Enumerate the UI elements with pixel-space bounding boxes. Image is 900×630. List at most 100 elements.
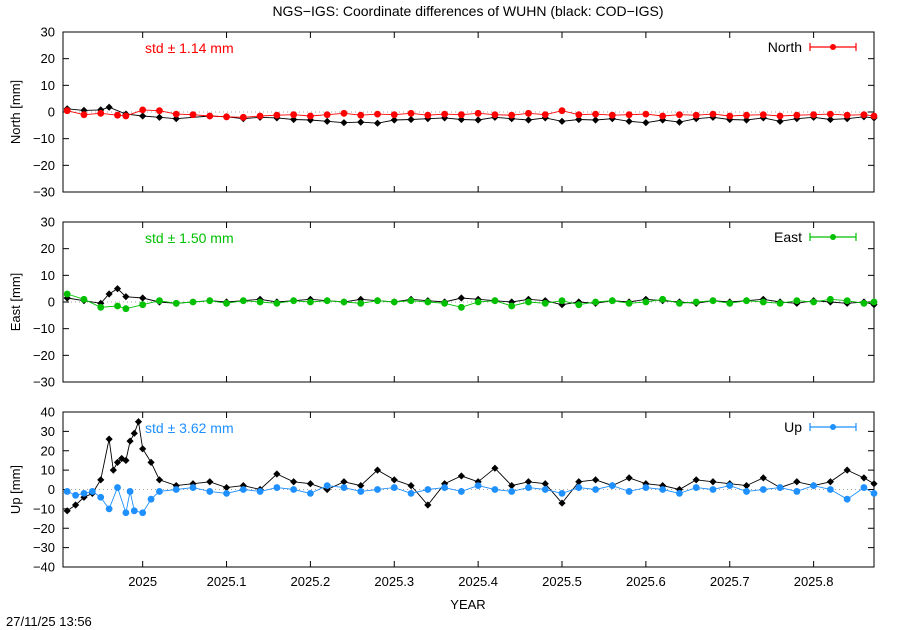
up-series-point: [122, 509, 130, 517]
up-reference-point: [122, 456, 130, 465]
east-series-point: [759, 298, 767, 306]
east-series-point: [843, 297, 851, 305]
up-series-point: [692, 484, 700, 491]
north-series-point: [374, 110, 381, 118]
up-series-point: [474, 482, 482, 490]
up-reference-point: [843, 466, 851, 474]
up-series-point: [759, 486, 767, 493]
north-legend-marker: [830, 44, 836, 50]
up-reference-point: [860, 474, 868, 482]
east-series-point: [870, 298, 878, 306]
north-reference-point: [407, 115, 415, 124]
up-reference-point: [692, 476, 700, 484]
north-series-point: [793, 111, 801, 119]
north-series-point: [625, 111, 633, 119]
east-series-point: [642, 298, 650, 306]
north-series-point: [709, 110, 717, 118]
north-series-point: [273, 111, 281, 119]
up-reference-point: [870, 480, 878, 488]
up-reference-point: [524, 478, 533, 486]
east-plot-frame: [62, 221, 875, 383]
up-series-point: [508, 488, 516, 495]
north-series-point: [441, 110, 448, 118]
north-series-point: [676, 111, 683, 119]
up-reference-point: [97, 476, 105, 484]
up-y-tick-label: −30: [33, 540, 55, 555]
east-series-point: [575, 301, 583, 309]
up-series-point: [172, 486, 180, 493]
north-reference-point: [776, 117, 784, 125]
up-series-point: [114, 484, 121, 491]
up-series-point: [424, 486, 432, 493]
up-y-tick-label: 30: [41, 424, 55, 439]
up-series-point: [156, 488, 163, 495]
east-series-point: [457, 303, 465, 311]
up-reference-point: [105, 435, 113, 443]
north-legend-label: North: [768, 39, 802, 55]
up-series-point: [407, 489, 415, 497]
north-y-tick-label: 30: [41, 25, 55, 40]
north-series-point: [541, 111, 549, 119]
north-series-point: [172, 110, 180, 118]
east-legend-marker: [830, 234, 836, 240]
east-series-point: [323, 297, 331, 305]
x-tick-label: 2025.7: [710, 574, 750, 589]
north-y-tick-label: 10: [41, 78, 55, 93]
north-series-point: [290, 111, 298, 119]
north-series-point: [122, 112, 130, 120]
north-y-tick-label: 20: [41, 51, 55, 66]
east-series-point: [860, 299, 868, 307]
north-series-point: [223, 113, 230, 121]
east-reference-point: [113, 285, 122, 293]
up-reference-point: [541, 480, 549, 488]
up-y-tick-label: −10: [33, 501, 55, 516]
x-tick-label: 2025.5: [542, 574, 582, 589]
east-reference-point: [139, 294, 147, 302]
up-series-point: [80, 489, 88, 497]
north-reference-point: [105, 103, 113, 111]
up-series-point: [390, 484, 398, 491]
up-series-point: [374, 486, 381, 493]
up-reference-point: [558, 499, 566, 507]
north-series-line: [67, 109, 875, 118]
up-series-point: [826, 486, 834, 493]
east-series-point: [592, 298, 599, 306]
north-series-point: [390, 111, 398, 119]
east-series-point: [189, 298, 197, 306]
north-y-tick-label: −10: [33, 131, 55, 146]
east-series-point: [357, 299, 365, 307]
north-reference-point: [290, 115, 298, 124]
up-series-point: [63, 488, 71, 495]
east-legend-label: East: [774, 229, 802, 245]
east-series-point: [525, 298, 532, 306]
east-reference-point: [122, 293, 130, 301]
x-tick-label: 2025.4: [458, 574, 498, 589]
up-series-point: [608, 482, 616, 490]
up-series-point: [525, 484, 532, 491]
up-reference-point: [373, 466, 382, 474]
east-y-axis-label: East [mm]: [8, 273, 23, 332]
up-series-point: [642, 484, 650, 491]
east-series-point: [709, 297, 717, 305]
up-y-axis-label: Up [mm]: [8, 465, 23, 514]
up-series-point: [126, 488, 134, 495]
north-series-point: [474, 109, 482, 117]
up-reference-point: [340, 478, 348, 486]
north-reference-point: [373, 119, 382, 127]
east-series-point: [340, 298, 348, 306]
up-reference-point: [139, 445, 147, 453]
up-series-point: [726, 482, 734, 490]
north-series-point: [843, 111, 851, 119]
north-reference-point: [390, 116, 398, 124]
up-series-point: [206, 488, 214, 495]
north-reference-point: [357, 118, 365, 126]
north-series-point: [97, 109, 105, 117]
east-series-point: [793, 297, 801, 305]
up-reference-point: [424, 501, 432, 509]
up-reference-point: [273, 470, 281, 478]
east-series-point: [558, 297, 566, 305]
up-series-point: [256, 488, 264, 495]
east-y-tick-label: 10: [41, 268, 55, 283]
east-series-point: [474, 298, 482, 306]
